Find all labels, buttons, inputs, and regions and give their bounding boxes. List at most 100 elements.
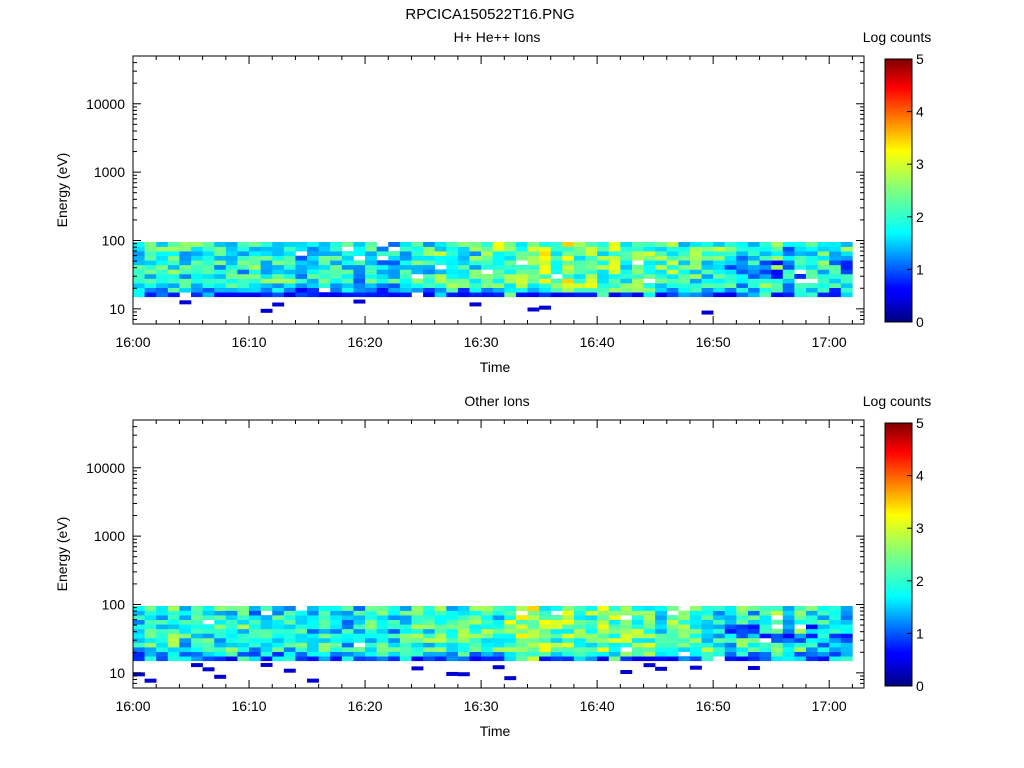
spectrogram-cell bbox=[214, 287, 227, 293]
spectrogram-cell bbox=[469, 619, 482, 625]
spectrogram-cell bbox=[133, 251, 145, 257]
spectrogram-cell bbox=[805, 251, 818, 257]
spectrogram-cell bbox=[365, 619, 377, 625]
spectrogram-cell bbox=[840, 251, 853, 257]
spectrogram-cell bbox=[457, 610, 470, 616]
spectrogram-cell bbox=[365, 633, 377, 639]
spectrogram-cell bbox=[202, 624, 215, 630]
spectrogram-cell bbox=[666, 264, 679, 270]
spectrogram-cell bbox=[678, 624, 691, 630]
spectrogram-cell bbox=[794, 255, 807, 261]
spectrogram-cell bbox=[411, 647, 424, 652]
spectrogram-cell bbox=[805, 624, 818, 630]
colorbar-tick-label: 4 bbox=[916, 104, 924, 120]
spectrogram-cell bbox=[469, 242, 482, 247]
spectrogram-cell bbox=[539, 624, 552, 630]
spectrogram-cell bbox=[643, 255, 656, 261]
spectrogram-cell bbox=[237, 610, 250, 616]
spectrogram-cell bbox=[318, 260, 331, 266]
spectrogram-cell bbox=[608, 260, 621, 266]
spectrogram-cell bbox=[643, 615, 656, 621]
spectrogram-cell bbox=[782, 269, 795, 275]
spectrogram-cell bbox=[492, 278, 505, 284]
spectrogram-cell bbox=[643, 246, 656, 252]
spectrogram-cell bbox=[469, 628, 482, 634]
spectrogram-cell bbox=[423, 615, 435, 621]
spectrogram-cell bbox=[411, 656, 424, 662]
spectrogram-cell bbox=[237, 628, 250, 634]
spectrogram-cell bbox=[515, 292, 528, 298]
spectrogram-cell bbox=[411, 610, 424, 616]
spectrogram-cell bbox=[481, 637, 493, 643]
spectrogram-cell bbox=[214, 264, 227, 270]
spectrogram-cell bbox=[829, 255, 842, 261]
spectrogram-cell bbox=[295, 292, 308, 298]
spectrogram-cell bbox=[214, 637, 227, 643]
spectrogram-cell bbox=[504, 656, 517, 662]
spectrogram-cell bbox=[608, 269, 621, 275]
spectrogram-cell bbox=[515, 273, 528, 279]
spectrogram-cell bbox=[701, 283, 714, 288]
spectrogram-cell bbox=[805, 606, 818, 611]
spectrogram-cell bbox=[388, 255, 401, 261]
spectrogram-cell bbox=[272, 242, 285, 247]
spectrogram-cell bbox=[423, 651, 435, 657]
spectrogram-cell bbox=[156, 615, 169, 621]
spectrogram-cell bbox=[829, 619, 842, 625]
spectrogram-cell bbox=[840, 260, 853, 266]
spectrogram-cell bbox=[202, 610, 215, 616]
spectrogram-cell bbox=[840, 273, 853, 279]
spectrogram-cell bbox=[167, 651, 180, 657]
spectrogram-cell bbox=[307, 246, 319, 252]
spectrogram-cell bbox=[631, 273, 644, 279]
spectrogram-cell bbox=[620, 606, 633, 611]
spectrogram-cell bbox=[817, 292, 830, 298]
spectrogram-cell bbox=[701, 651, 714, 657]
spectrogram-cell bbox=[620, 670, 633, 675]
spectrogram-cell bbox=[469, 246, 482, 252]
spectrogram-cell bbox=[829, 624, 842, 630]
spectrogram-cell bbox=[423, 610, 435, 616]
spectrogram-cell bbox=[701, 624, 714, 630]
spectrogram-cell bbox=[469, 260, 482, 266]
spectrogram-cell bbox=[689, 246, 702, 252]
spectrogram-cell bbox=[469, 642, 482, 648]
spectrogram-cell bbox=[399, 628, 412, 634]
spectrogram-cell bbox=[782, 255, 795, 261]
spectrogram-cell bbox=[457, 287, 470, 293]
spectrogram-cell bbox=[179, 255, 192, 261]
spectrogram-cell bbox=[272, 292, 285, 298]
spectrogram-cell bbox=[341, 269, 354, 275]
spectrogram-cell bbox=[794, 606, 807, 611]
spectrogram-cell bbox=[434, 255, 447, 261]
spectrogram-cell bbox=[167, 287, 180, 293]
spectrogram-cell bbox=[446, 242, 459, 247]
spectrogram-cell bbox=[678, 637, 691, 643]
spectrogram-cell bbox=[144, 642, 157, 648]
spectrogram-cell bbox=[318, 269, 331, 275]
spectrogram-cell bbox=[689, 255, 702, 261]
spectrogram-cell bbox=[179, 615, 192, 621]
spectrogram-cell bbox=[771, 656, 784, 662]
spectrogram-cell bbox=[643, 242, 656, 247]
spectrogram-cell bbox=[353, 628, 366, 634]
spectrogram-cell bbox=[515, 278, 528, 284]
spectrogram-cell bbox=[202, 246, 215, 252]
y-axis-ticks-2 bbox=[133, 419, 864, 689]
x-axis-ticks-2 bbox=[132, 420, 853, 688]
spectrogram-cell bbox=[283, 615, 296, 621]
spectrogram-cell bbox=[283, 624, 296, 630]
spectrogram-cell bbox=[829, 251, 842, 257]
spectrogram-cell bbox=[597, 292, 610, 298]
spectrogram-cell bbox=[585, 292, 598, 298]
spectrogram-cell bbox=[457, 642, 470, 648]
spectrogram-cell bbox=[597, 610, 610, 616]
spectrogram-cell bbox=[376, 615, 389, 621]
spectrogram-cell bbox=[573, 292, 586, 298]
spectrogram-cell bbox=[492, 255, 505, 261]
spectrogram-cell bbox=[620, 246, 633, 252]
spectrogram-cell bbox=[249, 255, 261, 261]
spectrogram-cell bbox=[840, 283, 853, 288]
spectrogram-cell bbox=[423, 255, 435, 261]
x-tick-label: 16:40 bbox=[580, 334, 615, 350]
